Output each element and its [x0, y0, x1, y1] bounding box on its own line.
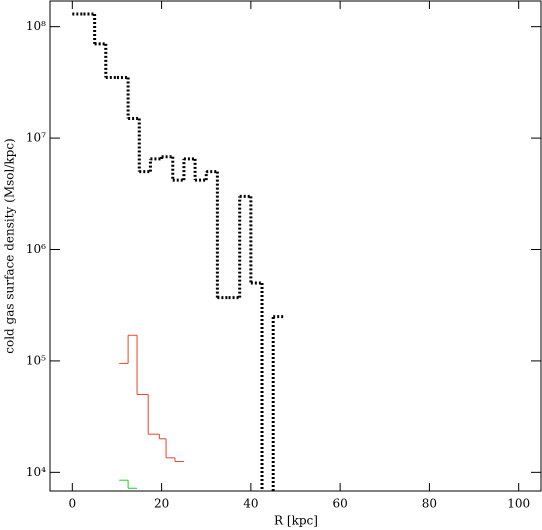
plot-frame: [49, 0, 542, 492]
x-tick-label: 40: [243, 497, 258, 511]
x-tick-label: 0: [68, 497, 76, 511]
x-tick-label: 60: [332, 497, 347, 511]
x-tick-label: 80: [422, 497, 437, 511]
y-tick-label: 10⁶: [26, 242, 46, 256]
x-axis-label: R [kpc]: [274, 514, 318, 528]
x-tick-label: 20: [154, 497, 169, 511]
y-tick-label: 10⁸: [26, 19, 46, 33]
x-tick-label: 100: [507, 497, 530, 511]
y-tick-label: 10⁷: [26, 131, 46, 145]
y-tick-label: 10⁵: [26, 353, 46, 367]
y-tick-label: 10⁴: [26, 465, 46, 479]
y-axis-label: cold gas surface density (Msol/kpc): [3, 138, 17, 353]
